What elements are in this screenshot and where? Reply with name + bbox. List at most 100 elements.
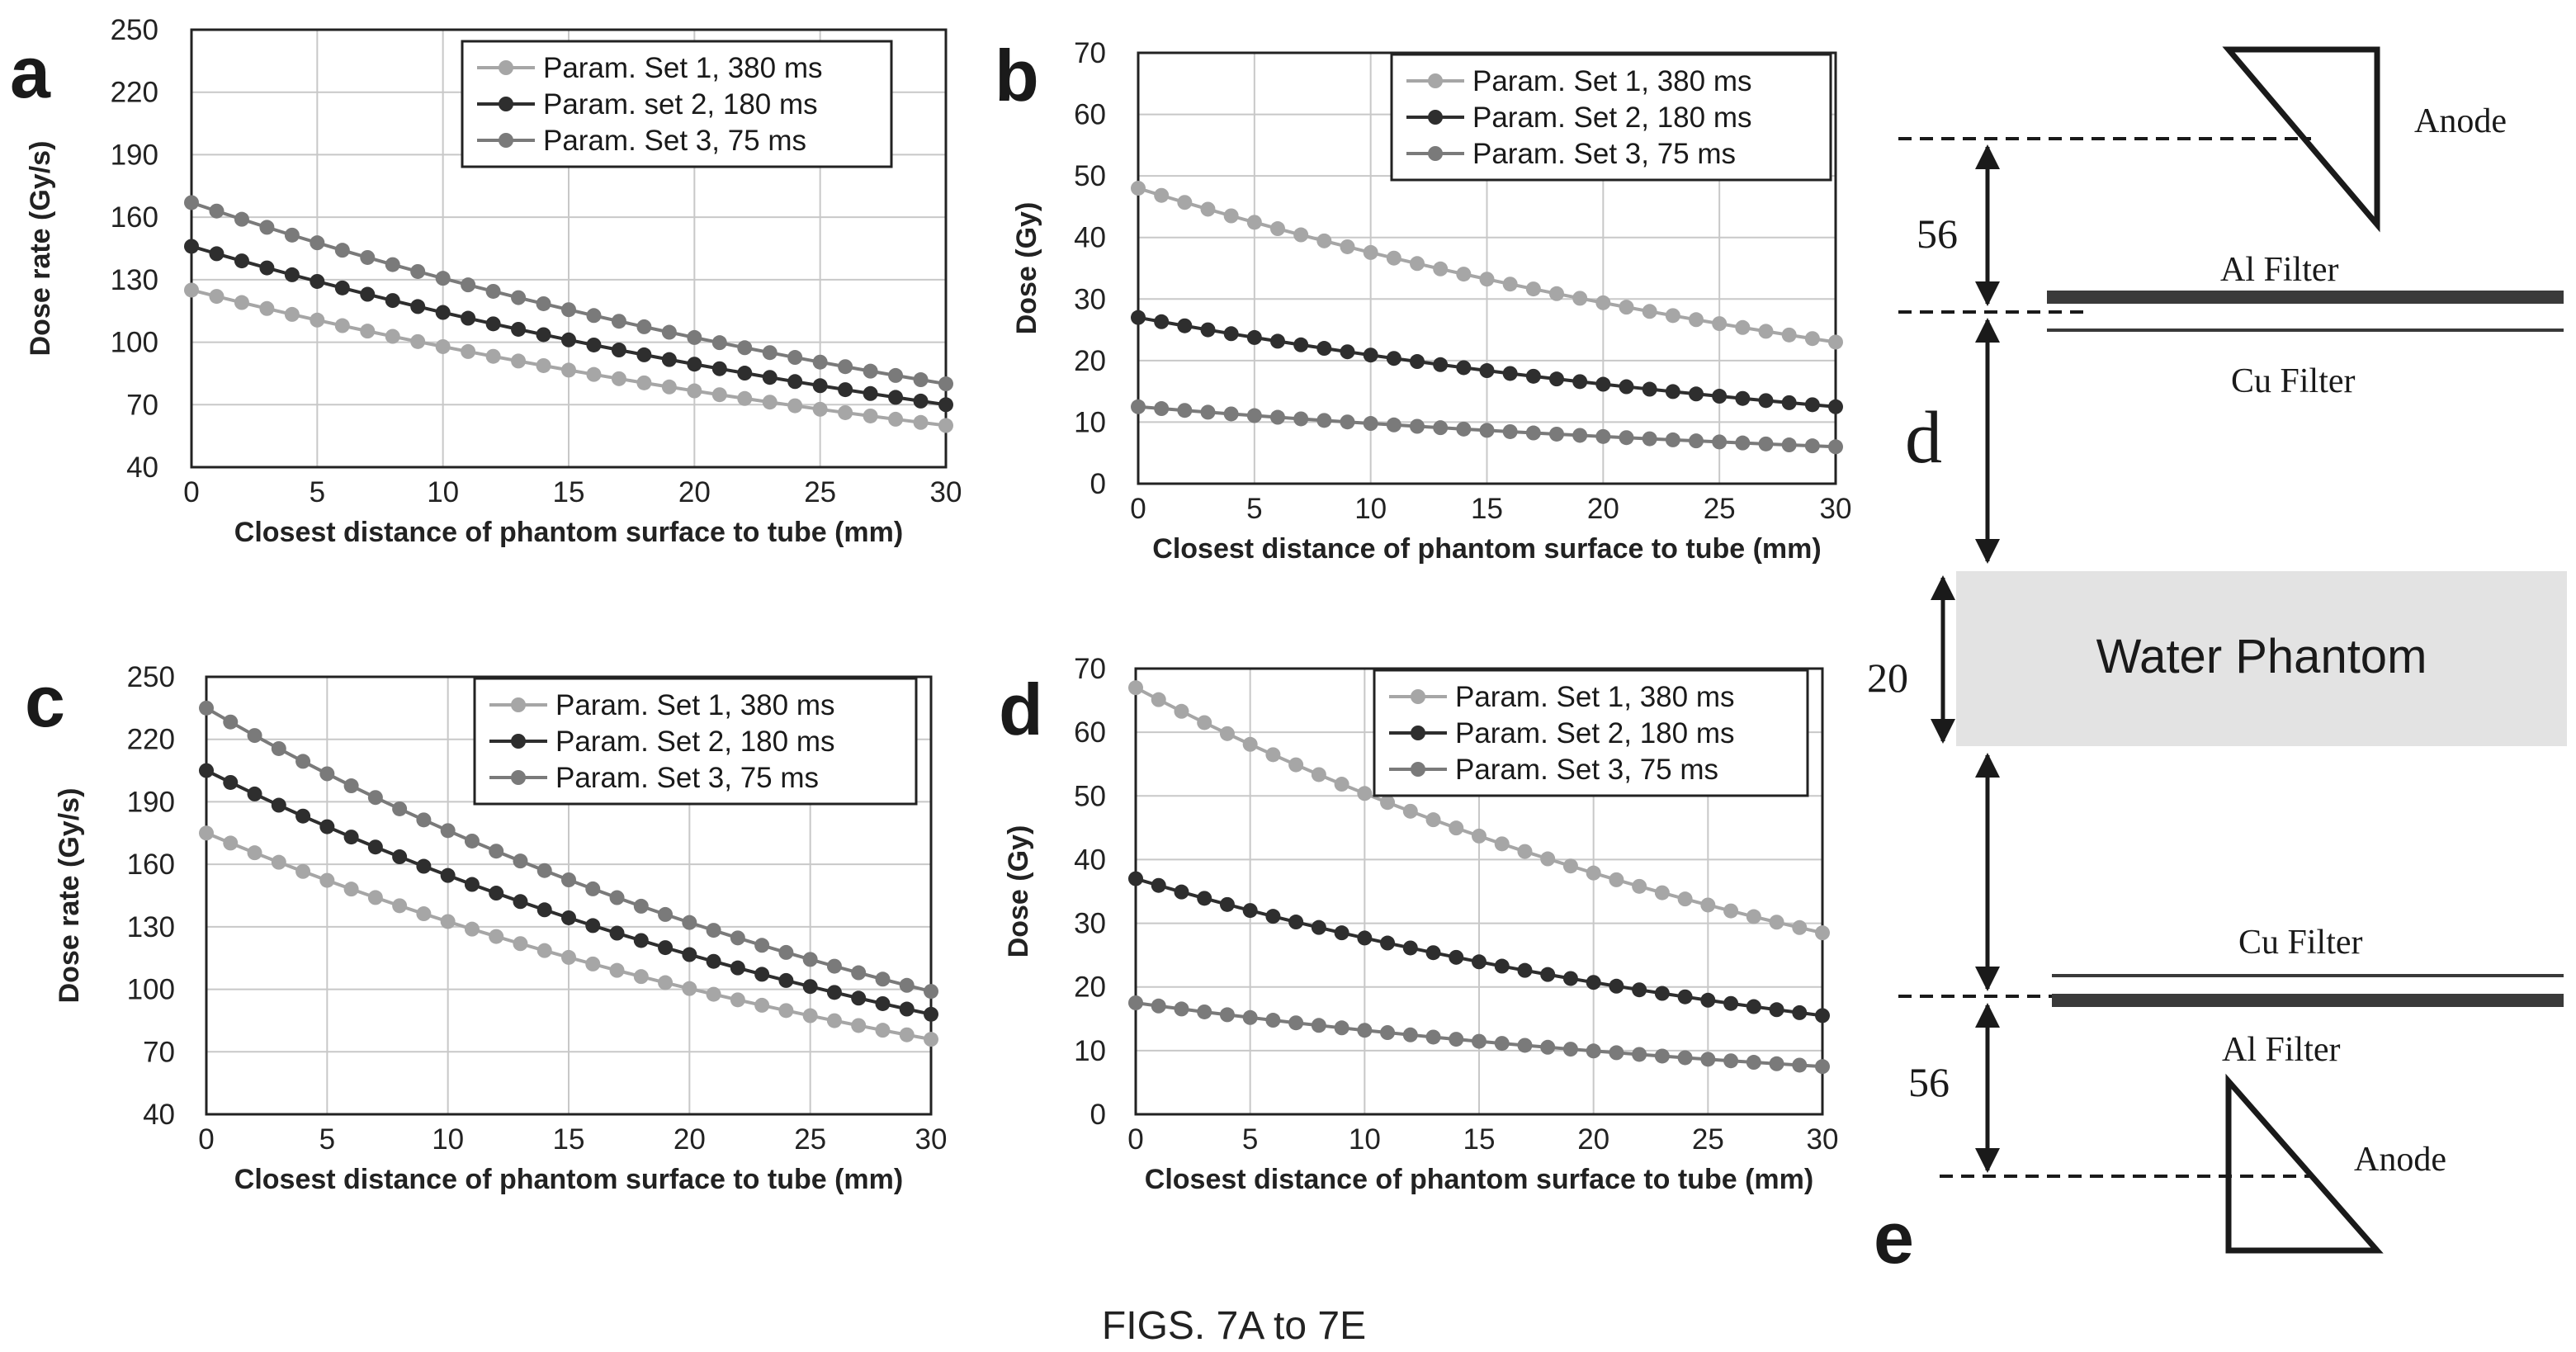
y-axis-label: Dose rate (Gy/s) xyxy=(25,141,56,357)
data-point xyxy=(1517,844,1533,859)
data-point xyxy=(633,969,649,985)
data-point xyxy=(1572,291,1588,306)
data-point xyxy=(1288,757,1304,773)
data-point xyxy=(924,1032,938,1047)
data-point xyxy=(1449,820,1464,836)
data-point xyxy=(223,774,239,790)
data-point xyxy=(1758,393,1774,409)
data-point xyxy=(1540,851,1556,867)
data-point xyxy=(1197,891,1212,906)
x-tick-label: 10 xyxy=(1354,493,1387,525)
cu-filter-bottom-shape xyxy=(2052,974,2564,977)
data-point xyxy=(1357,1023,1373,1038)
data-point xyxy=(899,977,915,993)
data-point xyxy=(1815,925,1830,941)
data-point xyxy=(410,299,426,314)
data-point xyxy=(1128,995,1143,1010)
data-point xyxy=(1525,368,1541,384)
data-point xyxy=(863,408,878,423)
anode-bottom-label: Anode xyxy=(2354,1141,2446,1179)
data-point xyxy=(1769,915,1784,930)
legend-box xyxy=(473,677,918,806)
data-point xyxy=(1723,995,1739,1011)
y-tick-label: 60 xyxy=(1074,99,1106,131)
data-point xyxy=(754,967,770,982)
data-point xyxy=(924,984,938,1000)
data-point xyxy=(636,319,652,334)
data-point xyxy=(1425,812,1441,828)
x-axis-label: Closest distance of phantom surface to t… xyxy=(234,517,903,548)
data-point xyxy=(184,282,199,298)
data-point xyxy=(754,997,770,1013)
data-point xyxy=(826,958,842,974)
data-point xyxy=(416,906,432,922)
data-point xyxy=(633,898,649,914)
data-point xyxy=(416,812,432,828)
data-point xyxy=(271,854,286,870)
data-point xyxy=(585,881,601,896)
x-tick-label: 15 xyxy=(553,1123,585,1156)
data-point xyxy=(310,312,325,328)
x-tick-label: 0 xyxy=(1130,493,1146,525)
data-point xyxy=(513,936,528,952)
data-point xyxy=(1246,329,1262,345)
data-point xyxy=(1494,1036,1510,1052)
data-point xyxy=(1804,331,1820,347)
data-point xyxy=(1562,971,1578,986)
data-point xyxy=(1270,333,1285,349)
x-tick-label: 30 xyxy=(1820,493,1852,525)
data-point xyxy=(913,372,929,388)
data-point xyxy=(284,267,300,282)
data-point xyxy=(787,350,803,366)
data-point xyxy=(1689,312,1704,328)
legend-entry: Param. Set 1, 380 ms xyxy=(555,689,834,721)
data-point xyxy=(1433,261,1449,277)
data-point xyxy=(485,348,501,364)
data-point xyxy=(511,353,527,369)
data-point xyxy=(489,844,504,859)
y-tick-label: 40 xyxy=(126,451,158,484)
data-point xyxy=(888,390,904,405)
data-point xyxy=(561,332,576,347)
water-phantom-shape xyxy=(1956,571,2567,746)
y-tick-label: 40 xyxy=(1074,222,1106,254)
data-point xyxy=(1340,239,1355,254)
data-point xyxy=(611,371,626,386)
cu-filter-bottom-label: Cu Filter xyxy=(2238,924,2363,962)
data-point xyxy=(1270,221,1285,237)
x-tick-label: 30 xyxy=(1807,1123,1839,1156)
data-point xyxy=(838,382,853,398)
data-point xyxy=(1792,919,1808,935)
data-point xyxy=(1131,399,1146,414)
data-point xyxy=(1479,423,1495,438)
data-point xyxy=(259,260,275,276)
data-point xyxy=(1334,777,1349,792)
cu-filter-top-shape xyxy=(2047,329,2564,332)
data-point xyxy=(1242,1009,1258,1025)
data-point xyxy=(636,375,652,390)
data-point xyxy=(1449,949,1464,965)
data-point xyxy=(1619,430,1634,446)
data-point xyxy=(1654,885,1670,901)
data-point xyxy=(1677,891,1693,907)
data-point xyxy=(360,324,376,339)
data-point xyxy=(319,872,335,888)
legend-box xyxy=(1373,669,1809,797)
data-point xyxy=(1219,726,1235,741)
y-tick-label: 160 xyxy=(127,849,175,881)
data-point xyxy=(1433,420,1449,436)
data-point xyxy=(658,940,674,956)
legend-marker xyxy=(499,97,513,111)
x-tick-label: 10 xyxy=(427,476,459,508)
data-point xyxy=(1311,919,1326,935)
x-tick-label: 5 xyxy=(1242,1123,1258,1156)
y-tick-label: 10 xyxy=(1074,1035,1106,1067)
data-point xyxy=(1562,1042,1578,1057)
data-point xyxy=(343,882,359,897)
y-tick-label: 100 xyxy=(111,327,158,359)
data-point xyxy=(1804,438,1820,454)
data-point xyxy=(440,823,456,839)
data-point xyxy=(561,872,576,887)
data-point xyxy=(536,295,551,311)
y-tick-label: 40 xyxy=(1074,844,1106,876)
